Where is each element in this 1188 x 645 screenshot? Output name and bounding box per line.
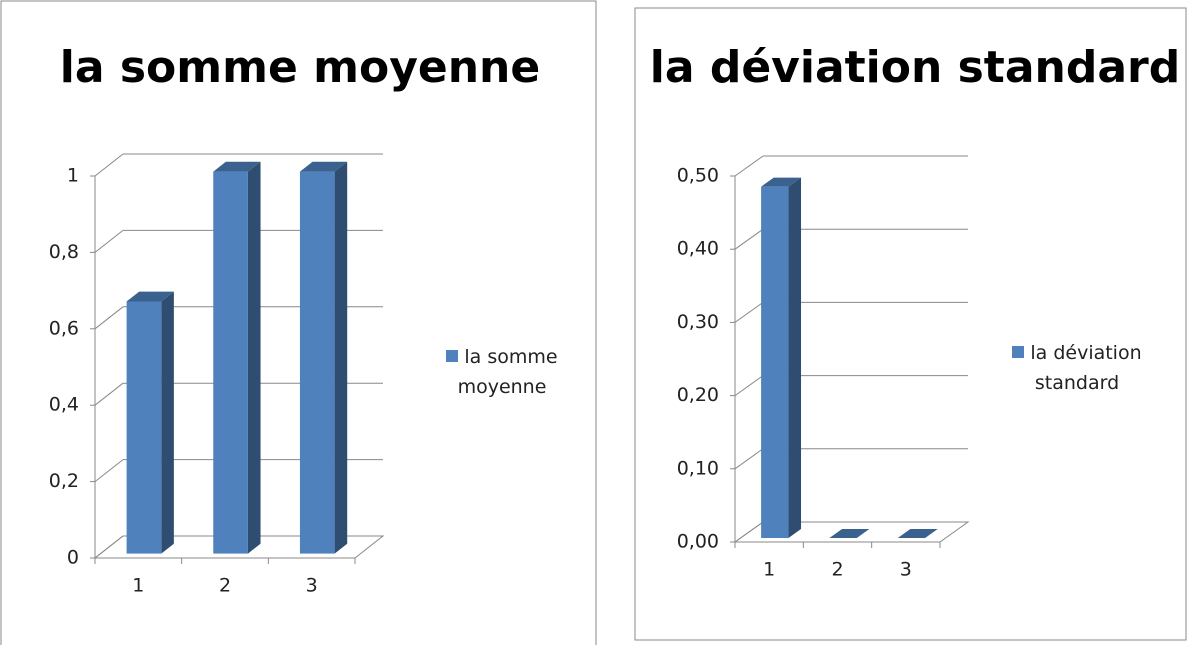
grid-line: [94, 230, 124, 253]
bar-top: [897, 529, 938, 538]
bar-side: [161, 291, 174, 554]
bar: [126, 301, 162, 554]
y-tick-label: 0,20: [677, 384, 719, 406]
grid-line: [94, 382, 124, 406]
grid-line: [734, 448, 764, 470]
y-tick-label: 0,4: [49, 394, 79, 416]
grid-line: [734, 521, 764, 543]
x-tick-label: 2: [831, 559, 843, 581]
legend: la somme moyenne: [437, 342, 567, 402]
y-tick-label: 0,30: [677, 311, 719, 333]
legend: la déviation standard: [1012, 338, 1142, 398]
x-tick-label: 3: [900, 559, 912, 581]
bar: [213, 171, 248, 554]
y-tick-label: 0,2: [49, 470, 79, 492]
legend-swatch: [1012, 346, 1025, 358]
x-tick-label: 1: [763, 559, 775, 581]
bar-top: [213, 161, 261, 172]
panel: [634, 7, 1187, 641]
bar-top: [299, 161, 348, 172]
panel: [0, 0, 597, 645]
grid-line: [94, 153, 124, 177]
grid-line: [734, 155, 764, 177]
bar-side: [334, 161, 348, 554]
x-tick-label: 3: [306, 575, 318, 597]
bar-top: [829, 529, 870, 538]
y-tick-label: 0,00: [677, 531, 719, 553]
y-tick-label: 1: [67, 165, 79, 187]
bar: [299, 171, 335, 554]
legend-swatch: [446, 350, 459, 362]
y-tick-label: 0,8: [49, 241, 79, 263]
y-tick-label: 0,40: [677, 238, 719, 260]
bar-top: [126, 291, 174, 302]
bar-top: [761, 177, 802, 187]
legend-label: la somme moyenne: [457, 346, 558, 398]
bar-side: [247, 161, 261, 554]
y-tick-label: 0,10: [677, 457, 719, 479]
bar: [761, 186, 789, 538]
grid-line: [734, 375, 764, 397]
grid-line: [734, 228, 764, 250]
y-tick-label: 0,6: [49, 317, 79, 339]
x-tick-label: 2: [219, 575, 231, 597]
x-tick-label: 1: [132, 575, 144, 597]
grid-line: [94, 459, 124, 482]
grid-line: [734, 301, 764, 323]
y-tick-label: 0: [67, 547, 79, 569]
chart-title: la déviation standard: [650, 42, 1181, 93]
chart-title: la somme moyenne: [60, 42, 540, 93]
grid-line: [94, 306, 124, 330]
y-tick-label: 0,50: [677, 165, 719, 187]
grid-line: [94, 535, 124, 559]
legend-label: la déviation standard: [1030, 342, 1142, 394]
bar-side: [788, 177, 802, 538]
